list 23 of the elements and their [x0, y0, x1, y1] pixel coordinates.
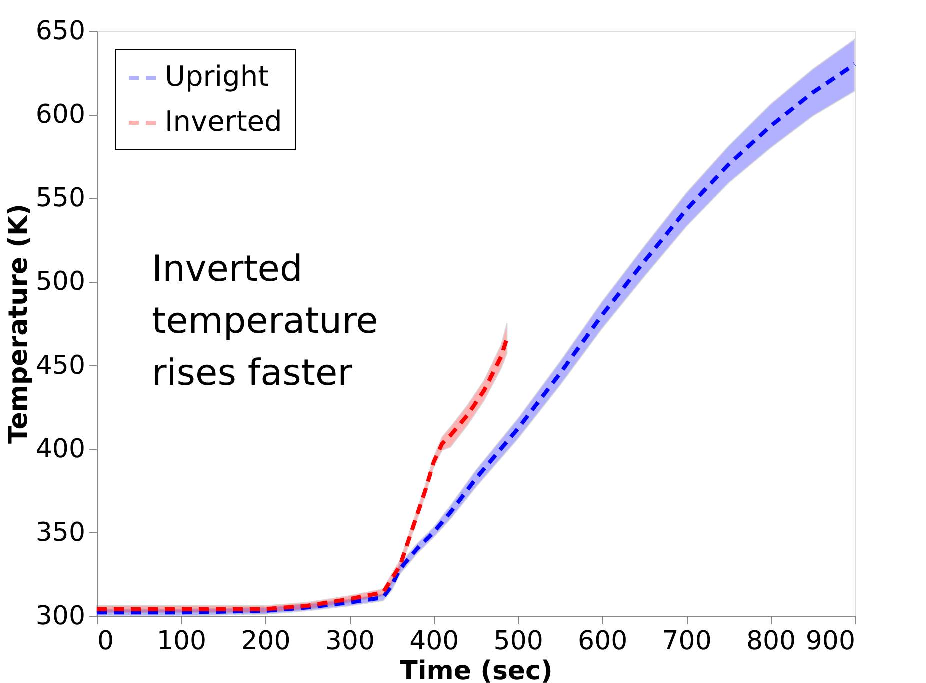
legend-label: Upright [165, 60, 270, 93]
annotation: Inverted temperature rises faster [152, 249, 378, 394]
y-tick-label: 300 [36, 602, 86, 632]
x-tick-label: 300 [325, 626, 375, 656]
y-tick-label: 450 [36, 350, 86, 381]
x-axis-title: Time (sec) [400, 656, 553, 683]
x-tick-label: 400 [410, 626, 460, 656]
y-axis-title: Temperature (K) [4, 204, 34, 444]
y-tick-label: 600 [36, 100, 86, 130]
x-tick-label: 700 [662, 626, 712, 656]
x-tick-label: 100 [156, 626, 207, 656]
x-tick-label: 800 [746, 626, 796, 656]
legend-label: Inverted [165, 105, 282, 138]
y-tick-label: 400 [36, 434, 86, 464]
x-tick-label: 0 [98, 626, 114, 656]
y-tick-label: 650 [36, 16, 86, 46]
y-tick-label: 550 [36, 184, 86, 214]
y-tick-label: 350 [36, 518, 86, 548]
x-tick-label: 900 [806, 626, 856, 656]
x-tick-label: 200 [241, 626, 291, 656]
y-tick-label: 500 [36, 267, 86, 298]
x-tick-label: 500 [494, 626, 544, 656]
x-tick-label: 600 [578, 626, 628, 656]
